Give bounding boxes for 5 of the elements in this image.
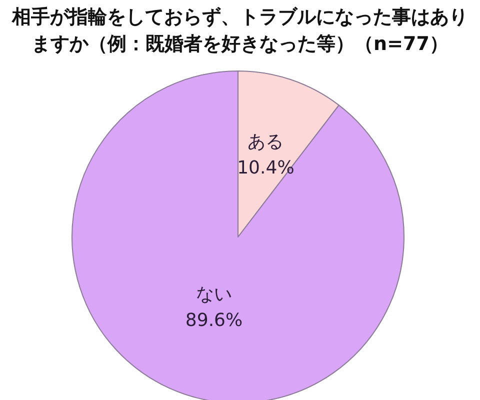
chart-title: 相手が指輪をしておらず、トラブルになった事はありますか（例：既婚者を好きなった等）（n=77） — [10, 5, 469, 57]
slice-label: ある — [248, 132, 284, 153]
slice-label: ない — [196, 284, 232, 306]
data-label: 89.6% — [185, 310, 243, 332]
data-label: 10.4% — [237, 158, 294, 179]
